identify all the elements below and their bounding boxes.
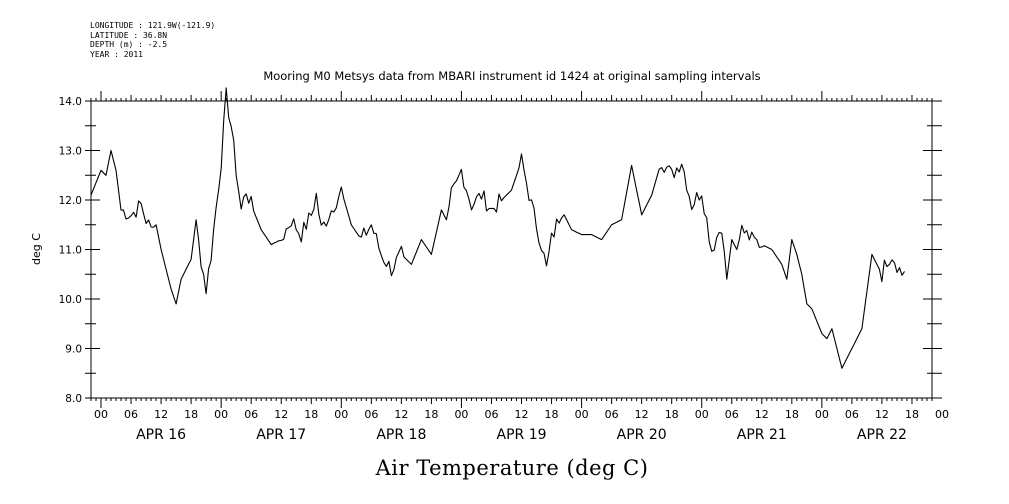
x-hour-label: 06 (725, 408, 739, 421)
y-tick-label: 10.0 (59, 294, 82, 306)
x-hour-label: 06 (484, 408, 498, 421)
series-group (90, 87, 905, 369)
x-hour-label: 00 (935, 408, 949, 421)
x-hour-label: 06 (845, 408, 859, 421)
x-hour-label: 18 (545, 408, 559, 421)
x-hour-label: 06 (124, 408, 138, 421)
x-hour-label: 06 (605, 408, 619, 421)
y-axis-label: deg C (30, 233, 43, 265)
x-hour-label: 18 (184, 408, 198, 421)
longitude-text: LONGITUDE : 121.9W(-121.9) (90, 21, 216, 30)
x-hour-label: 00 (695, 408, 709, 421)
chart-title: Mooring M0 Metsys data from MBARI instru… (263, 69, 760, 83)
y-axis-ticks: 8.0 9.0 10.0 11.0 12.0 13.0 14.0 (59, 96, 942, 405)
x-day-label: APR 18 (376, 427, 426, 443)
x-hour-label: 18 (424, 408, 438, 421)
y-tick-label: 8.0 (65, 393, 82, 405)
x-hour-label: 06 (244, 408, 258, 421)
x-day-label: APR 21 (737, 427, 787, 443)
x-hour-label: 12 (875, 408, 889, 421)
x-hour-label: 06 (364, 408, 378, 421)
x-day-label: APR 17 (256, 427, 306, 443)
x-hour-label: 00 (815, 408, 829, 421)
x-hour-label: 00 (334, 408, 348, 421)
y-tick-label: 14.0 (59, 96, 82, 108)
x-hour-label: 12 (755, 408, 769, 421)
latitude-text: LATITUDE : 36.8N (90, 30, 168, 40)
x-day-label: APR 19 (497, 427, 547, 443)
plot-frame (90, 100, 933, 399)
year-text: YEAR : 2011 (90, 49, 143, 59)
x-axis-ticks: 00 06 12 18 00 06 12 18 00 06 12 18 00 06 12 18 00 06 12 18… (90, 91, 949, 443)
depth-text: DEPTH (m) : -2.5 (90, 40, 168, 49)
x-hour-label: 12 (635, 408, 649, 421)
x-hour-label: 00 (94, 408, 108, 421)
x-hour-label: 00 (575, 408, 589, 421)
x-hour-label: 12 (274, 408, 288, 421)
mooring-metadata: LONGITUDE : 121.9W(-121.9) LATITUDE : 36… (90, 21, 215, 59)
x-hour-label: 18 (304, 408, 318, 421)
x-hour-label: 18 (665, 408, 679, 421)
y-tick-label: 9.0 (65, 344, 82, 356)
x-hour-label: 00 (214, 408, 228, 421)
x-day-label: APR 16 (136, 427, 186, 443)
y-tick-label: 12.0 (59, 195, 82, 207)
x-hour-label: 12 (515, 408, 529, 421)
y-tick-label: 11.0 (59, 245, 82, 257)
x-hour-label: 00 (454, 408, 468, 421)
x-hour-label: 12 (154, 408, 168, 421)
x-day-label: APR 22 (857, 427, 907, 443)
y-tick-label: 13.0 (59, 146, 82, 158)
x-day-label: APR 20 (617, 427, 667, 443)
x-hour-label: 12 (394, 408, 408, 421)
bottom-title: Air Temperature (deg C) (375, 456, 649, 480)
x-hour-label: 18 (785, 408, 799, 421)
air-temperature-line (90, 87, 905, 369)
x-hour-label: 18 (905, 408, 919, 421)
